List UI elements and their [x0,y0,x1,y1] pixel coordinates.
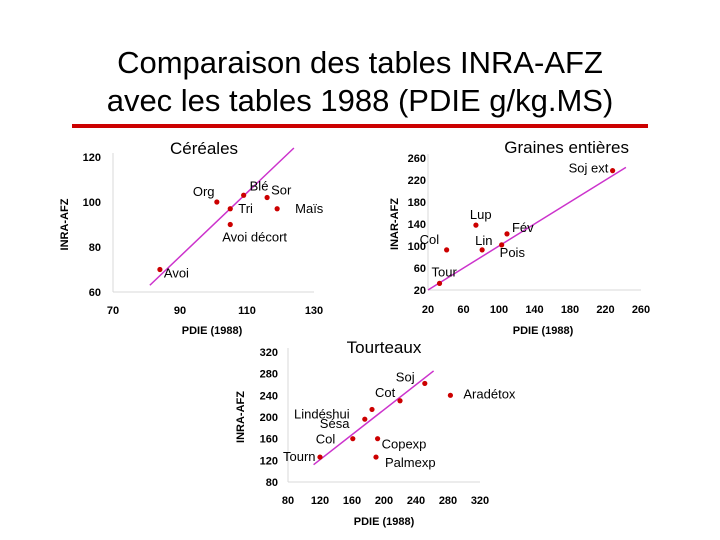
y-axis-title: INAR-AFZ [389,198,401,250]
x-axis-title: PDIE (1988) [354,516,415,528]
point-label: Tri [238,201,253,216]
point-label: Tour [432,264,458,279]
x-tick-label: 260 [632,304,650,316]
data-point [610,168,616,174]
y-tick-label: 160 [260,434,278,446]
y-axis-title: INRA-AFZ [59,198,71,250]
data-point [241,192,247,198]
y-tick-label: 100 [83,197,101,209]
point-label: Soj ext [569,161,609,176]
y-tick-label: 120 [260,455,278,467]
x-tick-label: 180 [561,304,579,316]
point-label: Avoi [164,266,189,281]
point-label: Aradétox [463,386,516,401]
data-point [504,231,510,237]
point-label: Sor [271,183,292,198]
x-tick-label: 20 [422,304,434,316]
x-tick-label: 60 [457,304,469,316]
data-point [227,206,233,212]
y-tick-label: 120 [83,152,101,164]
point-label: Tourn [283,449,316,464]
point-label: Lin [475,233,492,248]
chart-title: Céréales [170,139,238,158]
y-tick-label: 140 [408,219,426,231]
point-label: Lup [470,207,492,222]
trend-line [313,370,435,466]
x-tick-label: 100 [490,304,508,316]
y-axis-title: INRA-AFZ [235,391,247,443]
y-tick-label: 240 [260,390,278,402]
x-tick-label: 160 [343,495,361,507]
trend-line [427,166,627,291]
point-label: Avoi décort [222,230,287,245]
data-point [369,406,375,413]
title-line-2: avec les tables 1988 (PDIE g/kg.MS) [106,83,614,118]
data-point [317,454,323,460]
point-label: Soj [396,369,415,384]
chart-title: Tourteaux [347,338,422,357]
data-point [264,194,270,201]
data-point [422,380,428,387]
x-tick-label: 90 [174,305,186,317]
data-point [362,416,368,422]
point-label: Sésa [320,416,350,431]
y-tick-label: 320 [260,347,278,359]
data-point [227,221,233,228]
y-tick-label: 80 [266,477,278,489]
y-tick-label: 180 [408,197,426,209]
trend-line [149,147,295,286]
x-tick-label: 320 [471,495,489,507]
data-point [479,247,485,253]
point-label: Lindéshui [294,406,350,421]
y-tick-label: 260 [408,153,426,165]
data-point [375,436,381,442]
title-divider [72,124,648,128]
point-label: Org [193,184,215,199]
x-tick-label: 140 [525,304,543,316]
x-tick-label: 120 [311,495,329,507]
point-label: Palmexp [385,455,436,470]
data-point [274,206,280,212]
x-tick-label: 280 [439,495,457,507]
point-label: Copexp [382,437,427,452]
title-line-1: Comparaison des tables INRA-AFZ [117,45,603,80]
x-tick-label: 80 [282,495,294,507]
point-label: Col [420,232,440,247]
data-point [473,222,479,228]
y-tick-label: 100 [408,241,426,253]
x-tick-label: 220 [596,304,614,316]
data-point [397,398,403,404]
data-point [350,436,356,442]
y-tick-label: 60 [89,287,101,299]
data-point [447,392,453,398]
data-point [157,266,163,273]
y-tick-label: 200 [260,412,278,424]
y-tick-label: 60 [414,263,426,275]
point-label: Pois [500,245,526,260]
y-tick-label: 280 [260,369,278,381]
data-point [444,247,450,253]
point-label: Maïs [295,201,324,216]
point-label: Col [316,432,336,447]
y-tick-label: 20 [414,285,426,297]
y-tick-label: 220 [408,175,426,187]
point-label: Cot [375,385,396,400]
point-label: Blé [250,178,269,193]
x-tick-label: 240 [407,495,425,507]
x-tick-label: 200 [375,495,393,507]
y-tick-label: 80 [89,242,101,254]
x-tick-label: 70 [107,305,119,317]
point-label: Fév [512,220,534,235]
data-point [436,280,443,286]
x-tick-label: 130 [305,305,323,317]
data-point [499,242,505,248]
slide-title: Comparaison des tables INRA-AFZ avec les… [0,44,720,120]
x-axis-title: PDIE (1988) [513,325,574,337]
data-point [214,199,220,205]
x-axis-title: PDIE (1988) [182,325,243,337]
chart-title: Graines entières [504,138,629,157]
data-point [373,454,379,460]
x-tick-label: 110 [238,305,256,317]
